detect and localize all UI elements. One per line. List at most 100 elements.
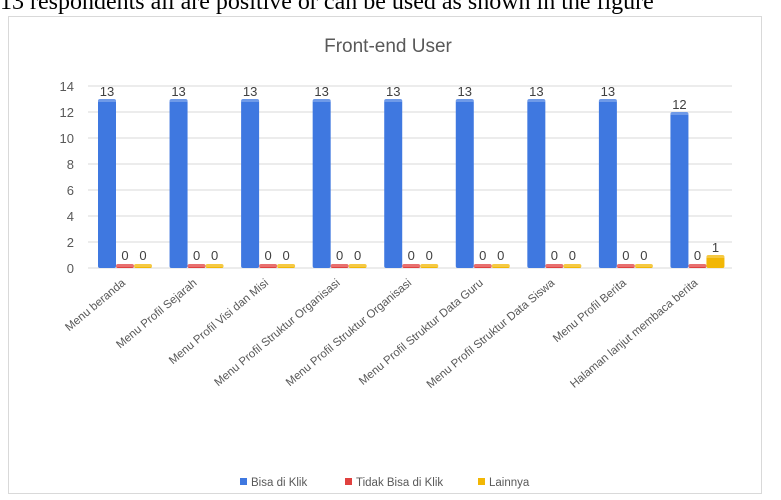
category-label: Menu Profil Struktur Data Guru	[357, 277, 486, 388]
data-label: 0	[640, 248, 647, 263]
bar-highlight	[259, 264, 278, 267]
legend-label: Lainnya	[489, 477, 530, 489]
bar-highlight	[670, 112, 689, 115]
figure-caption: 13 respondents all are positive or can b…	[0, 0, 654, 15]
bar-highlight	[706, 255, 725, 258]
bar-highlight	[491, 264, 510, 267]
bar-highlight	[241, 99, 260, 102]
bar-bisa-di-klik	[384, 99, 403, 268]
bar-highlight	[116, 264, 134, 267]
bar-lainnya	[277, 264, 296, 268]
bar-highlight	[348, 264, 367, 267]
data-label: 0	[211, 248, 218, 263]
bar-lainnya	[491, 264, 510, 268]
bar-tidak-bisa-di-klik	[545, 264, 564, 268]
data-label: 0	[622, 248, 629, 263]
bar-tidak-bisa-di-klik	[402, 264, 421, 268]
y-tick-label: 12	[60, 105, 74, 120]
data-label: 13	[171, 84, 185, 99]
bar-highlight	[527, 99, 546, 102]
data-label: 12	[672, 97, 686, 112]
data-label: 13	[386, 84, 400, 99]
y-tick-label: 8	[67, 157, 74, 172]
bar-highlight	[205, 264, 224, 267]
data-label: 1	[712, 240, 719, 255]
bar-bisa-di-klik	[98, 99, 116, 268]
bar-tidak-bisa-di-klik	[616, 264, 635, 268]
data-label: 13	[100, 84, 114, 99]
bar-highlight	[634, 264, 653, 267]
bar-lainnya	[420, 264, 439, 268]
bar-highlight	[402, 264, 421, 267]
data-label: 0	[139, 248, 146, 263]
y-tick-label: 4	[67, 209, 74, 224]
bar-tidak-bisa-di-klik	[473, 264, 492, 268]
bar-highlight	[420, 264, 439, 267]
data-label: 0	[193, 248, 200, 263]
bar-tidak-bisa-di-klik	[330, 264, 349, 268]
y-tick-label: 2	[67, 235, 74, 250]
bar-bisa-di-klik	[527, 99, 546, 268]
bar-highlight	[598, 99, 617, 102]
bar-highlight	[455, 99, 474, 102]
data-label: 0	[479, 248, 486, 263]
bar-bisa-di-klik	[312, 99, 331, 268]
data-label: 0	[497, 248, 504, 263]
category-label: Menu Profil Struktur Organisasi	[284, 277, 414, 389]
y-tick-label: 14	[60, 79, 74, 94]
bars	[98, 99, 725, 268]
bar-highlight	[134, 264, 152, 267]
bar-highlight	[169, 99, 188, 102]
category-label: Menu Profil Struktur Organisasi	[212, 277, 342, 389]
data-label: 0	[426, 248, 433, 263]
bar-highlight	[473, 264, 492, 267]
bar-highlight	[616, 264, 635, 267]
bar-bisa-di-klik	[670, 112, 689, 268]
category-label: Halaman lanjut membaca berita	[568, 277, 701, 391]
legend-swatch	[478, 478, 485, 485]
data-label: 0	[282, 248, 289, 263]
bar-bisa-di-klik	[169, 99, 188, 268]
legend: Bisa di Klik Tidak Bisa di Klik Lainnya	[240, 477, 530, 489]
bar-bisa-di-klik	[241, 99, 260, 268]
bar-lainnya	[348, 264, 367, 268]
y-tick-label: 0	[67, 261, 74, 276]
y-axis-ticks: 0 2 4 6 8 10 12 14	[60, 79, 74, 276]
bar-highlight	[312, 99, 331, 102]
category-label: Menu beranda	[63, 277, 128, 334]
legend-label: Bisa di Klik	[251, 477, 307, 489]
bar-bisa-di-klik	[455, 99, 474, 268]
chart-title: Front-end User	[324, 36, 452, 57]
bar-highlight	[277, 264, 296, 267]
bar-lainnya	[706, 255, 725, 268]
gridlines	[88, 85, 732, 269]
y-tick-label: 10	[60, 131, 74, 146]
bar-lainnya	[563, 264, 582, 268]
bar-highlight	[98, 99, 116, 102]
data-label: 13	[458, 84, 472, 99]
data-label: 0	[121, 248, 128, 263]
bar-highlight	[563, 264, 582, 267]
bar-tidak-bisa-di-klik	[259, 264, 278, 268]
bar-tidak-bisa-di-klik	[187, 264, 206, 268]
category-label: Menu Profil Struktur Data Siswa	[425, 277, 558, 391]
data-label: 13	[601, 84, 615, 99]
bar-highlight	[688, 264, 707, 267]
data-label: 0	[264, 248, 271, 263]
data-label: 0	[551, 248, 558, 263]
data-label: 0	[336, 248, 343, 263]
data-label: 0	[569, 248, 576, 263]
data-label: 0	[354, 248, 361, 263]
bar-lainnya	[634, 264, 653, 268]
data-label: 13	[314, 84, 328, 99]
bar-bisa-di-klik	[598, 99, 617, 268]
bar-highlight	[384, 99, 403, 102]
data-label: 0	[408, 248, 415, 263]
y-tick-label: 6	[67, 183, 74, 198]
bar-lainnya	[205, 264, 224, 268]
bar-highlight	[545, 264, 564, 267]
bar-tidak-bisa-di-klik	[116, 264, 134, 268]
data-label: 0	[694, 248, 701, 263]
